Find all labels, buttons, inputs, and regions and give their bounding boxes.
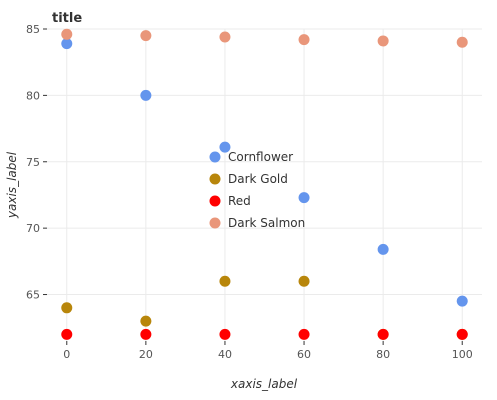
data-point bbox=[61, 28, 73, 40]
x-tick-label: 80 bbox=[376, 348, 390, 361]
y-tick-label: 85 bbox=[26, 23, 40, 36]
legend-marker bbox=[209, 151, 221, 163]
legend-item: Cornflower bbox=[209, 150, 293, 164]
data-point bbox=[140, 328, 152, 340]
data-point bbox=[456, 295, 468, 307]
legend-label: Dark Gold bbox=[228, 172, 288, 186]
data-point bbox=[140, 89, 152, 101]
x-tick-label: 0 bbox=[63, 348, 70, 361]
data-point bbox=[298, 275, 310, 287]
y-axis-title: yaxis_label bbox=[5, 151, 19, 219]
legend-label: Dark Salmon bbox=[228, 216, 305, 230]
x-axis-ticks: 0 20 40 60 80 100 bbox=[63, 341, 473, 361]
data-point bbox=[61, 328, 73, 340]
data-point bbox=[140, 30, 152, 42]
legend-marker bbox=[209, 173, 221, 185]
legend: Cornflower Dark Gold Red Dark Salmon bbox=[209, 150, 305, 230]
series-dark-salmon bbox=[61, 28, 468, 48]
y-tick-label: 70 bbox=[26, 222, 40, 235]
data-point bbox=[219, 328, 231, 340]
legend-item: Red bbox=[209, 194, 251, 208]
legend-label: Red bbox=[228, 194, 251, 208]
data-point bbox=[219, 141, 231, 153]
data-point bbox=[377, 328, 389, 340]
data-point bbox=[298, 34, 310, 46]
data-point bbox=[140, 315, 152, 327]
data-point bbox=[298, 192, 310, 204]
data-point bbox=[219, 31, 231, 43]
series-cornflower bbox=[61, 38, 468, 307]
data-point bbox=[377, 35, 389, 47]
y-tick-label: 80 bbox=[26, 89, 40, 102]
grid bbox=[47, 28, 482, 341]
data-point bbox=[456, 36, 468, 48]
y-tick-label: 65 bbox=[26, 289, 40, 302]
data-point bbox=[377, 243, 389, 255]
x-tick-label: 20 bbox=[139, 348, 153, 361]
legend-marker bbox=[209, 217, 221, 229]
series-red bbox=[61, 328, 468, 340]
data-point bbox=[61, 302, 73, 314]
x-tick-label: 60 bbox=[297, 348, 311, 361]
data-point bbox=[61, 38, 73, 50]
data-point bbox=[219, 275, 231, 287]
y-tick-label: 75 bbox=[26, 156, 40, 169]
legend-marker bbox=[209, 195, 221, 207]
x-tick-label: 40 bbox=[218, 348, 232, 361]
chart-title: title bbox=[52, 11, 82, 26]
legend-item: Dark Salmon bbox=[209, 216, 305, 230]
x-tick-label: 100 bbox=[452, 348, 473, 361]
plot-area bbox=[47, 29, 482, 341]
x-axis-title: xaxis_label bbox=[230, 377, 298, 391]
legend-item: Dark Gold bbox=[209, 172, 288, 186]
data-point bbox=[456, 328, 468, 340]
legend-label: Cornflower bbox=[228, 150, 293, 164]
data-points bbox=[61, 28, 468, 340]
data-point bbox=[298, 328, 310, 340]
y-axis-ticks: 65 70 75 80 85 bbox=[26, 23, 47, 302]
